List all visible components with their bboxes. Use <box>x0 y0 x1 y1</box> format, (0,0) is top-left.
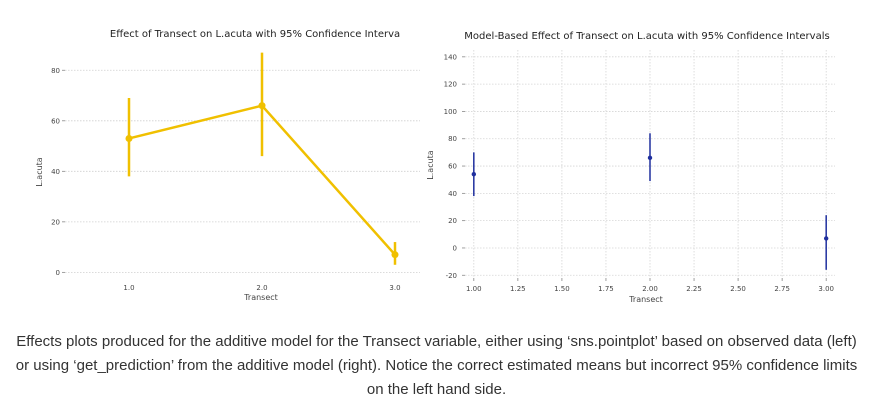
left-xtick-label: 1.0 <box>123 284 134 292</box>
right-xtick-label: 1.75 <box>598 285 614 293</box>
left-xtick-label: 2.0 <box>256 284 267 292</box>
right-xtick-label: 1.00 <box>466 285 482 293</box>
left-chart-xlabel: Transect <box>243 293 278 302</box>
left-xtick-label: 3.0 <box>389 284 400 292</box>
right-xtick-label: 2.50 <box>730 285 746 293</box>
left-pointplot-chart: Effect of Transect on L.acuta with 95% C… <box>35 29 420 302</box>
left-ytick-label: 40 <box>51 168 60 176</box>
right-ytick-label: 0 <box>453 244 457 252</box>
left-chart-ylabel: L.acuta <box>35 157 44 187</box>
left-ytick-label: 60 <box>51 117 60 125</box>
right-xtick-label: 2.25 <box>686 285 702 293</box>
left-ytick-label: 20 <box>51 218 60 226</box>
right-ytick-label: 140 <box>444 53 457 61</box>
left-chart-title: Effect of Transect on L.acuta with 95% C… <box>110 29 400 40</box>
right-xtick-label: 3.00 <box>818 285 834 293</box>
left-ytick-label: 0 <box>56 269 60 277</box>
right-estimate-point <box>647 155 653 161</box>
right-chart-xlabel: Transect <box>628 295 663 304</box>
right-ytick-label: 60 <box>448 163 457 171</box>
right-estimate-point <box>471 172 477 177</box>
right-ytick-label: 40 <box>448 190 457 198</box>
right-ytick-label: 80 <box>448 135 457 143</box>
effects-figure: Effect of Transect on L.acuta with 95% C… <box>35 29 835 304</box>
figure-caption: Effects plots produced for the additive … <box>15 333 858 398</box>
right-ytick-label: 20 <box>448 217 457 225</box>
left-mean-point <box>391 251 399 259</box>
left-mean-point <box>125 134 133 142</box>
right-xtick-label: 1.50 <box>554 285 570 293</box>
right-ytick-label: 100 <box>444 108 457 116</box>
right-ytick-label: -20 <box>446 272 457 280</box>
right-estimate-point <box>823 236 829 241</box>
right-xtick-label: 2.75 <box>774 285 790 293</box>
left-ytick-label: 80 <box>51 67 60 75</box>
right-model-chart: Model-Based Effect of Transect on L.acut… <box>426 31 835 304</box>
right-chart-ylabel: L.acuta <box>426 150 435 180</box>
right-xtick-label: 1.25 <box>510 285 526 293</box>
right-xtick-label: 2.00 <box>642 285 658 293</box>
right-ytick-label: 120 <box>444 81 457 89</box>
right-chart-title: Model-Based Effect of Transect on L.acut… <box>464 31 829 42</box>
left-mean-point <box>258 102 266 110</box>
